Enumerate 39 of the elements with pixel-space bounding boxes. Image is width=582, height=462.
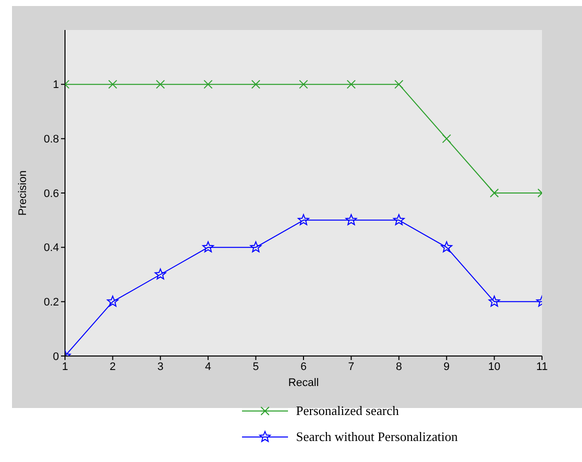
point [346, 80, 356, 89]
point [393, 214, 405, 226]
y-tick-label: 0.2 [44, 296, 59, 309]
point [394, 80, 404, 89]
y-tick-label: 1 [52, 79, 59, 92]
point [251, 80, 260, 89]
x-tick-label: 10 [488, 360, 500, 373]
point [488, 296, 500, 307]
point [108, 80, 118, 89]
x-tick-label: 5 [252, 360, 259, 373]
point [299, 80, 308, 89]
point [106, 296, 118, 307]
point [250, 241, 262, 252]
y-tick-label: 0 [52, 350, 59, 363]
legend-label: Personalized search [296, 403, 399, 419]
point [440, 241, 452, 252]
y-tick-label: 0.4 [44, 242, 59, 254]
x-tick-label: 7 [348, 360, 354, 373]
y-tick-label: 0.6 [44, 188, 59, 200]
x-tick-label: 11 [536, 360, 548, 373]
point [204, 80, 213, 89]
point [298, 214, 310, 226]
point [490, 188, 499, 198]
y-axis-title: Precision [16, 170, 29, 216]
point [345, 214, 357, 226]
point [156, 80, 165, 89]
legend-label: Search without Personalization [296, 429, 458, 445]
y-tick-label: 0.8 [44, 134, 59, 146]
point [202, 241, 214, 252]
x-axis-title: Recall [288, 377, 319, 389]
x-tick-label: 3 [157, 360, 164, 373]
x-tick-label: 2 [110, 360, 116, 373]
point [154, 268, 166, 280]
point [442, 134, 452, 144]
x-tick-label: 4 [205, 360, 212, 373]
x-tick-label: 6 [300, 360, 307, 373]
x-tick-label: 9 [444, 360, 450, 373]
x-tick-label: 1 [62, 360, 68, 373]
x-tick-label: 8 [396, 360, 402, 373]
